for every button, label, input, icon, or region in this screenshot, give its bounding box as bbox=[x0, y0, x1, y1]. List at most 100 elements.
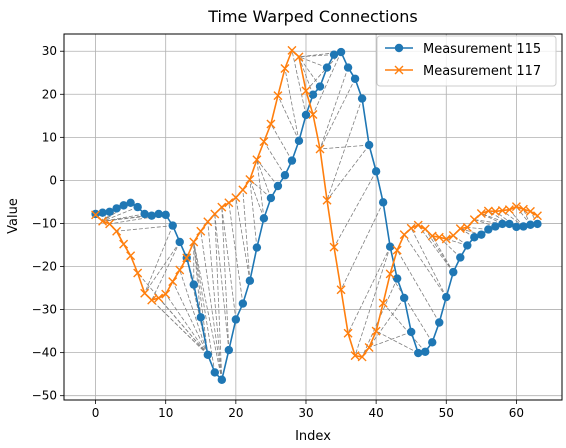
data-point bbox=[217, 202, 227, 212]
warp-connection-line bbox=[319, 78, 356, 150]
data-point bbox=[406, 327, 416, 337]
data-point bbox=[428, 338, 437, 347]
warp-connection-line bbox=[410, 228, 447, 298]
warp-connection-line bbox=[298, 56, 321, 87]
series-layer bbox=[91, 45, 542, 384]
data-point bbox=[414, 348, 423, 358]
legend-label-measurement-115: Measurement 115 bbox=[423, 42, 541, 57]
data-point bbox=[385, 242, 395, 251]
warp-connection-line bbox=[488, 210, 510, 225]
data-point bbox=[273, 91, 283, 101]
data-point bbox=[182, 253, 192, 263]
y-tick-label: −10 bbox=[32, 216, 57, 230]
data-point bbox=[392, 274, 402, 283]
data-point bbox=[147, 295, 157, 305]
data-point bbox=[287, 45, 297, 55]
data-point bbox=[140, 209, 149, 219]
warp-connection-line bbox=[249, 179, 265, 219]
warp-connection-line bbox=[144, 225, 174, 294]
data-point bbox=[231, 193, 241, 203]
warp-connection-line bbox=[417, 224, 454, 273]
warp-connection-line bbox=[382, 302, 426, 353]
data-point bbox=[329, 50, 339, 59]
data-point bbox=[413, 220, 423, 230]
warp-connection-line bbox=[263, 141, 286, 176]
data-point bbox=[119, 239, 129, 249]
data-point bbox=[189, 237, 199, 247]
warp-connection-line bbox=[228, 202, 244, 304]
data-point bbox=[105, 219, 115, 229]
x-tick-label: 20 bbox=[228, 406, 243, 420]
data-point bbox=[98, 216, 108, 226]
data-point bbox=[406, 223, 416, 233]
warp-connection-line bbox=[298, 56, 314, 95]
legend: Measurement 115 Measurement 117 bbox=[376, 35, 557, 87]
data-point bbox=[364, 342, 374, 352]
data-point bbox=[126, 198, 135, 207]
warp-connection-line bbox=[368, 331, 412, 348]
data-point bbox=[315, 82, 325, 91]
y-tick-label: 20 bbox=[42, 87, 57, 101]
data-point bbox=[343, 63, 353, 72]
warp-connection-line bbox=[235, 197, 251, 281]
warp-connection-line bbox=[214, 213, 230, 351]
warp-connection-line bbox=[256, 159, 272, 199]
data-point bbox=[441, 234, 451, 244]
data-point bbox=[336, 285, 346, 295]
warp-connection-line bbox=[375, 330, 419, 354]
data-point bbox=[484, 225, 493, 234]
data-point bbox=[133, 268, 143, 278]
data-point bbox=[133, 202, 142, 212]
series-measurement-117 bbox=[91, 45, 542, 362]
data-point bbox=[308, 110, 318, 120]
data-point bbox=[533, 219, 542, 229]
data-point bbox=[504, 205, 514, 215]
data-point bbox=[392, 245, 402, 255]
warp-connection-line bbox=[298, 56, 328, 68]
warp-connection-line bbox=[193, 241, 223, 380]
y-tick-label: −20 bbox=[32, 260, 57, 274]
data-point bbox=[91, 210, 101, 220]
warp-connection-line bbox=[333, 171, 377, 248]
data-point bbox=[252, 243, 262, 252]
warp-connection-line bbox=[340, 202, 384, 290]
data-point bbox=[126, 251, 136, 261]
warp-connection-line bbox=[291, 50, 307, 116]
data-point bbox=[378, 198, 388, 207]
data-point bbox=[119, 201, 128, 210]
chart-title: Time Warped Connections bbox=[207, 7, 418, 26]
series-line bbox=[95, 48, 538, 358]
data-point bbox=[463, 241, 472, 250]
data-point bbox=[525, 206, 535, 216]
warp-connection-line bbox=[144, 241, 181, 294]
data-point bbox=[343, 328, 353, 338]
plot-frame bbox=[63, 33, 563, 401]
data-point bbox=[357, 352, 367, 362]
y-tick-label: 0 bbox=[49, 173, 57, 187]
warp-connection-line bbox=[102, 206, 138, 222]
data-point bbox=[161, 210, 170, 220]
warp-connection-line bbox=[403, 234, 447, 298]
warp-connection-line bbox=[158, 297, 209, 356]
warp-connection-line bbox=[242, 189, 251, 281]
data-point bbox=[322, 195, 332, 205]
data-point bbox=[154, 209, 163, 219]
legend-box bbox=[376, 35, 557, 87]
data-point bbox=[280, 63, 290, 73]
data-point bbox=[476, 209, 486, 219]
data-point bbox=[511, 202, 521, 212]
data-point bbox=[399, 293, 409, 303]
warp-connection-line bbox=[481, 213, 510, 225]
series-line bbox=[95, 51, 538, 382]
data-point bbox=[329, 242, 339, 252]
warp-connection-line bbox=[165, 293, 209, 356]
legend-marker bbox=[394, 43, 404, 53]
data-point bbox=[512, 222, 521, 232]
y-tick-label: 30 bbox=[42, 44, 57, 58]
warp-connection-line bbox=[249, 179, 272, 199]
data-point bbox=[238, 299, 248, 308]
warp-connection-line bbox=[319, 67, 349, 150]
data-point bbox=[245, 276, 255, 285]
data-point bbox=[266, 119, 276, 129]
